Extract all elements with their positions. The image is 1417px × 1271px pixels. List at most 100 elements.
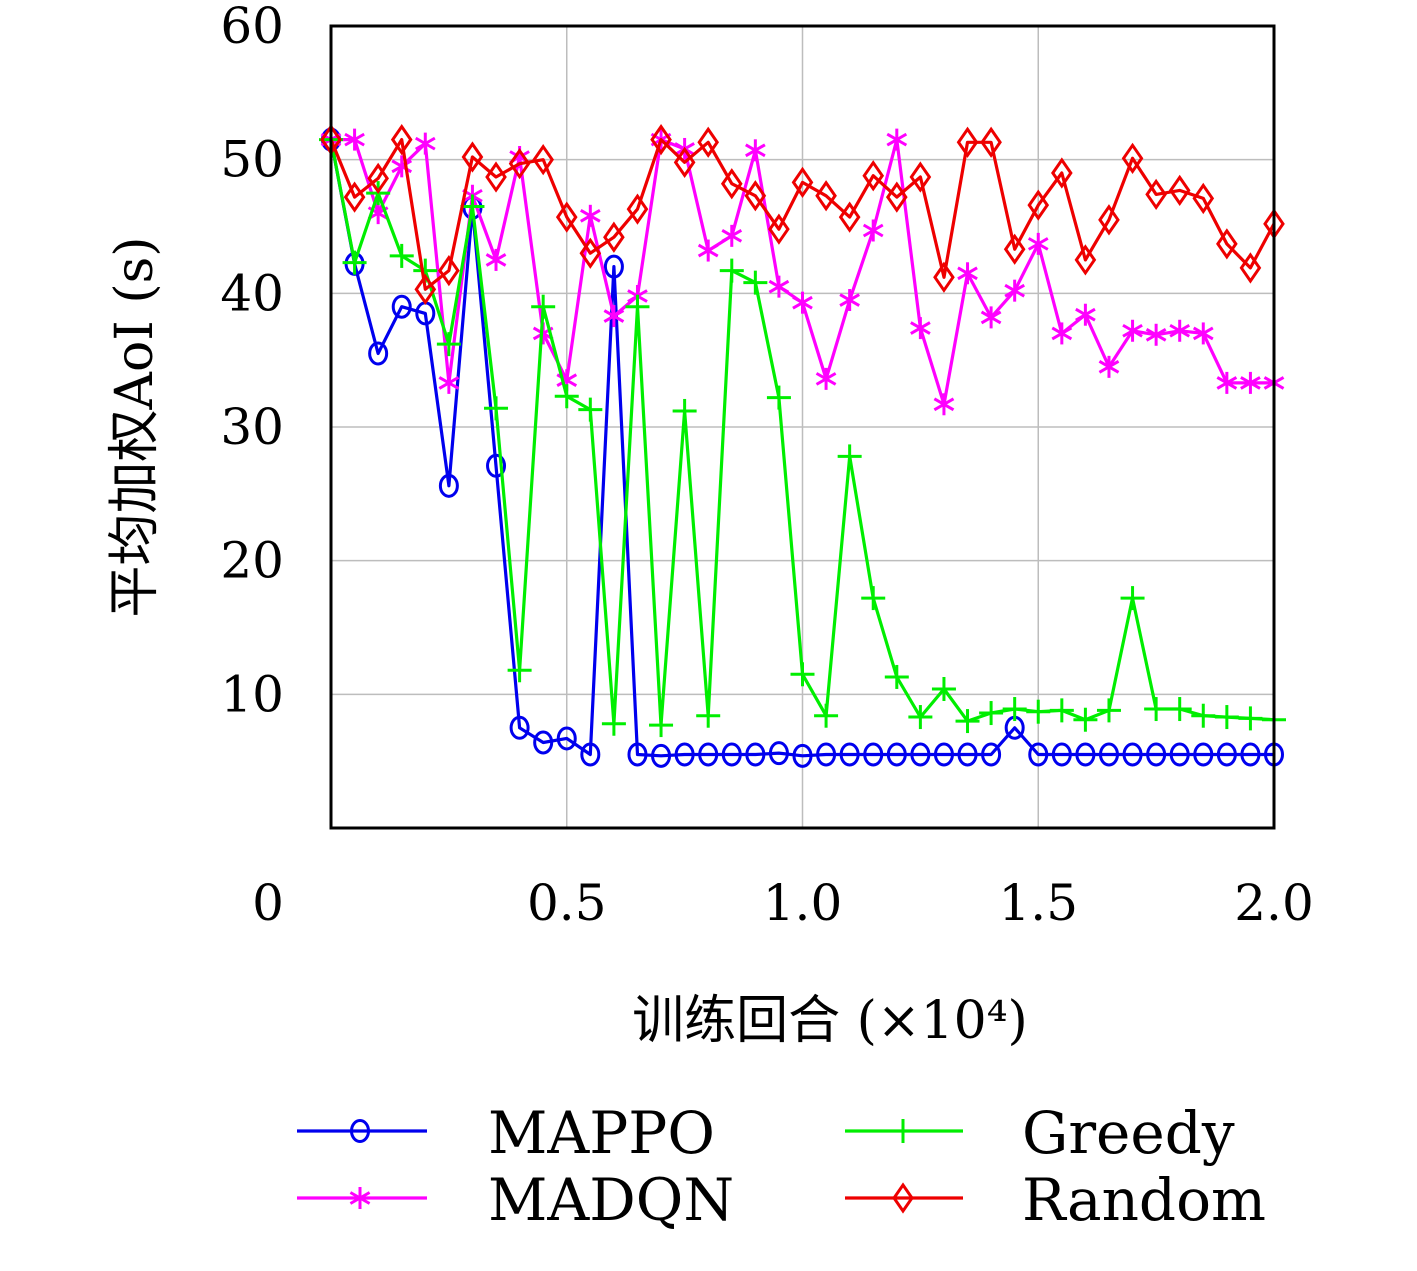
data-point-greedy <box>1144 697 1169 722</box>
data-point-greedy <box>719 258 744 283</box>
data-point-mappo <box>863 742 884 767</box>
data-point-random <box>791 166 814 199</box>
data-point-mappo <box>438 473 459 498</box>
data-point-mappo <box>1098 742 1119 767</box>
data-point-random <box>1121 142 1144 174</box>
data-point-madqn <box>1051 322 1073 345</box>
data-point-greedy <box>1238 706 1263 731</box>
y-tick-label: 60 <box>220 0 284 55</box>
legend-marker <box>891 1119 915 1143</box>
y-tick-label: 50 <box>220 131 284 189</box>
data-point-mappo <box>745 742 766 767</box>
data-point-random <box>1098 204 1120 236</box>
data-point-greedy <box>931 676 956 701</box>
legend-label: Greedy <box>1022 1099 1235 1167</box>
data-point-random <box>1145 178 1167 211</box>
data-point-greedy <box>1191 703 1216 728</box>
data-point-greedy <box>861 586 886 611</box>
y-tick-label: 40 <box>220 264 284 322</box>
data-point-mappo <box>957 742 978 767</box>
data-point-mappo <box>1169 742 1190 767</box>
data-point-mappo <box>816 742 837 767</box>
data-point-random <box>1051 157 1073 189</box>
data-point-greedy <box>696 703 721 728</box>
data-point-greedy <box>979 701 1004 726</box>
data-point-mappo <box>368 341 389 366</box>
data-point-greedy <box>1096 698 1121 723</box>
legend-marker <box>892 1182 914 1214</box>
x-tick-label: 1.5 <box>998 874 1078 932</box>
data-point-greedy <box>460 194 485 219</box>
data-point-greedy <box>837 444 862 469</box>
data-point-madqn <box>438 371 460 394</box>
data-point-random <box>1216 228 1238 260</box>
data-point-madqn <box>603 305 625 328</box>
data-point-mappo <box>674 742 695 767</box>
y-tick-label: 30 <box>220 398 284 456</box>
data-point-random <box>626 193 649 225</box>
data-point-random <box>1192 182 1215 215</box>
data-point-mappo <box>839 742 860 767</box>
data-point-random <box>720 168 743 200</box>
data-point-random <box>673 146 696 178</box>
data-point-greedy <box>601 711 626 736</box>
data-point-greedy <box>389 243 414 268</box>
data-point-mappo <box>698 742 719 767</box>
data-point-mappo <box>886 742 907 767</box>
data-point-mappo <box>1146 742 1167 767</box>
data-point-madqn <box>957 262 978 285</box>
data-point-greedy <box>908 705 933 730</box>
legend-item-madqn: MADQN <box>297 1166 734 1234</box>
data-point-random <box>603 221 625 253</box>
data-point-madqn <box>768 275 790 298</box>
data-point-random <box>438 254 460 287</box>
data-point-mappo <box>981 742 1002 767</box>
data-point-random <box>1027 189 1050 221</box>
legend-item-random: Random <box>845 1166 1266 1234</box>
data-point-random <box>485 161 507 193</box>
data-point-greedy <box>649 713 674 738</box>
data-point-greedy <box>1120 586 1145 611</box>
data-point-greedy <box>1073 707 1098 732</box>
legend-marker <box>349 1187 371 1209</box>
data-point-madqn <box>1145 323 1167 346</box>
data-point-greedy <box>743 270 768 295</box>
data-point-random <box>697 126 720 158</box>
data-point-random <box>909 161 932 193</box>
data-point-mappo <box>580 742 601 767</box>
data-point-greedy <box>1167 697 1192 722</box>
data-point-random <box>1003 233 1026 265</box>
data-point-madqn <box>414 132 436 155</box>
data-point-madqn <box>1098 355 1120 378</box>
data-point-random <box>1239 252 1262 284</box>
x-tick-label: 0.5 <box>527 874 607 932</box>
data-point-random <box>980 126 1002 158</box>
data-point-mappo <box>1193 742 1214 767</box>
data-point-greedy <box>436 332 461 357</box>
data-point-random <box>1074 244 1097 276</box>
data-point-random <box>390 123 413 156</box>
data-point-greedy <box>1214 705 1239 730</box>
y-axis-title: 平均加权AoI (s) <box>105 236 165 617</box>
x-axis-title: 训练回合 (×10⁴) <box>632 991 1028 1051</box>
data-point-madqn <box>862 219 884 242</box>
data-point-random <box>933 261 955 293</box>
data-point-greedy <box>484 396 509 421</box>
series-random <box>320 123 1285 305</box>
data-point-madqn <box>1240 371 1261 394</box>
legend-marker <box>350 1119 370 1143</box>
data-point-mappo <box>1122 742 1143 767</box>
y-tick-label: 10 <box>220 665 284 723</box>
data-point-mappo <box>1028 742 1049 767</box>
data-point-mappo <box>768 741 789 766</box>
data-point-madqn <box>886 128 908 151</box>
data-point-madqn <box>745 139 766 162</box>
data-point-mappo <box>533 730 554 755</box>
data-point-madqn <box>910 317 931 340</box>
data-point-random <box>815 180 837 212</box>
series-line-random <box>329 138 1276 291</box>
data-point-random <box>461 141 484 173</box>
series-greedy <box>319 127 1286 738</box>
data-point-greedy <box>1026 699 1051 724</box>
data-point-mappo <box>486 453 507 478</box>
